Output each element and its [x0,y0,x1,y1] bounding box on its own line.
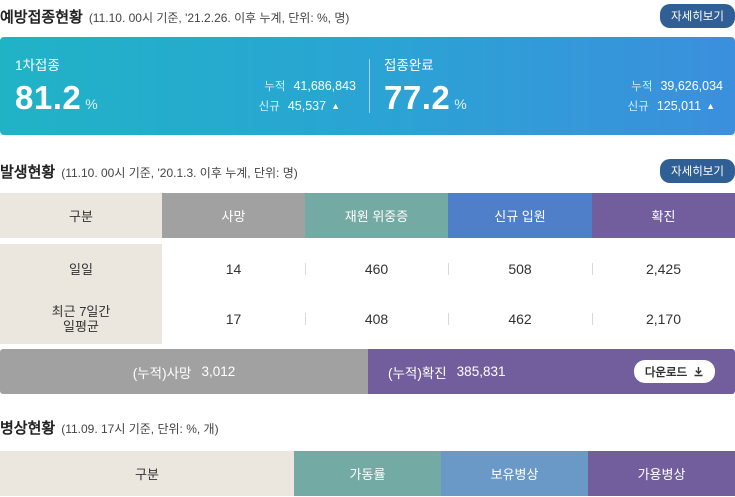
table-row: 일일 14 460 508 2,425 [0,244,735,294]
header-new-admission: 신규 입원 [448,193,592,238]
cumulative-confirmed: (누적)확진 385,831 다운로드 [368,349,735,394]
completed-rate: 77.2% [384,79,468,116]
banner-divider [369,59,370,113]
daily-critical: 460 [305,244,448,294]
download-button[interactable]: 다운로드 [634,360,715,383]
beds-header-category: 구분 [0,451,294,496]
vaccination-detail-button[interactable]: 자세히보기 [660,4,735,28]
beds-header-occupancy: 가동률 [294,451,441,496]
download-label: 다운로드 [644,366,688,379]
beds-header-owned: 보유병상 [441,451,588,496]
row-label-7day-average: 최근 7일간 일평균 [0,294,162,344]
header-critical: 재원 위중증 [305,193,448,238]
cumulative-deaths-value: 3,012 [201,364,236,379]
beds-header-available: 가용병상 [588,451,735,496]
beds-title: 병상현황 [0,420,56,437]
vaccination-banner: 1차접종 81.2% 누적 41,686,843 신규 45,537 ▲ 접종완… [0,37,735,135]
first-dose-rate: 81.2% [15,79,99,116]
completed-new: 신규 125,011 ▲ [627,99,715,113]
cumulative-confirmed-value: 385,831 [456,364,506,379]
outbreak-subtitle: (11.10. 00시 기준, '20.1.3. 이후 누계, 단위: 명) [61,166,298,180]
outbreak-title: 발생현황 [0,164,56,181]
table-row: 최근 7일간 일평균 17 408 462 2,170 [0,294,735,344]
outbreak-section-title: 발생현황 (11.10. 00시 기준, '20.1.3. 이후 누계, 단위:… [0,161,298,182]
completed-block: 접종완료 77.2% 누적 39,626,034 신규 125,011 ▲ [384,37,723,135]
completed-label: 접종완료 [384,58,434,73]
completed-cumulative: 누적 39,626,034 [631,79,723,93]
cumulative-confirmed-label: (누적)확진 [388,365,447,381]
beds-section-title: 병상현황 (11.09. 17시 기준, 단위: %, 개) [0,417,219,438]
cumulative-deaths-label: (누적)사망 [132,365,192,381]
vaccination-section-title: 예방접종현황 (11.10. 00시 기준, '21.2.26. 이후 누계, … [0,6,349,27]
avg-critical: 408 [305,294,448,344]
avg-deaths: 17 [225,311,242,327]
first-dose-block: 1차접종 81.2% 누적 41,686,843 신규 45,537 ▲ [15,37,356,135]
avg-confirmed: 2,170 [592,294,735,344]
increase-arrow-icon: ▲ [706,101,715,111]
outbreak-table-body: 일일 14 460 508 2,425 최근 7일간 일평균 17 408 46… [0,244,735,344]
first-dose-cumulative: 누적 41,686,843 [264,79,356,93]
vaccination-title: 예방접종현황 [0,9,83,26]
cumulative-deaths: (누적)사망 3,012 [0,349,368,394]
increase-arrow-icon: ▲ [331,101,340,111]
beds-subtitle: (11.09. 17시 기준, 단위: %, 개) [61,422,219,436]
daily-new-admission: 508 [448,244,592,294]
daily-deaths: 14 [225,261,242,277]
download-icon [694,367,703,377]
daily-confirmed: 2,425 [592,244,735,294]
header-category: 구분 [0,193,162,238]
outbreak-header-row: 구분 사망 재원 위중증 신규 입원 확진 [0,193,735,238]
beds-header-row: 구분 가동률 보유병상 가용병상 [0,451,735,496]
header-confirmed: 확진 [592,193,735,238]
vaccination-subtitle: (11.10. 00시 기준, '21.2.26. 이후 누계, 단위: %, … [88,11,350,25]
first-dose-label: 1차접종 [15,58,60,73]
row-label-daily: 일일 [0,244,162,294]
outbreak-detail-button[interactable]: 자세히보기 [660,159,735,183]
header-deaths: 사망 [162,193,305,238]
avg-new-admission: 462 [448,294,592,344]
first-dose-new: 신규 45,537 ▲ [258,99,340,113]
cumulative-row: (누적)사망 3,012 (누적)확진 385,831 다운로드 [0,349,735,394]
